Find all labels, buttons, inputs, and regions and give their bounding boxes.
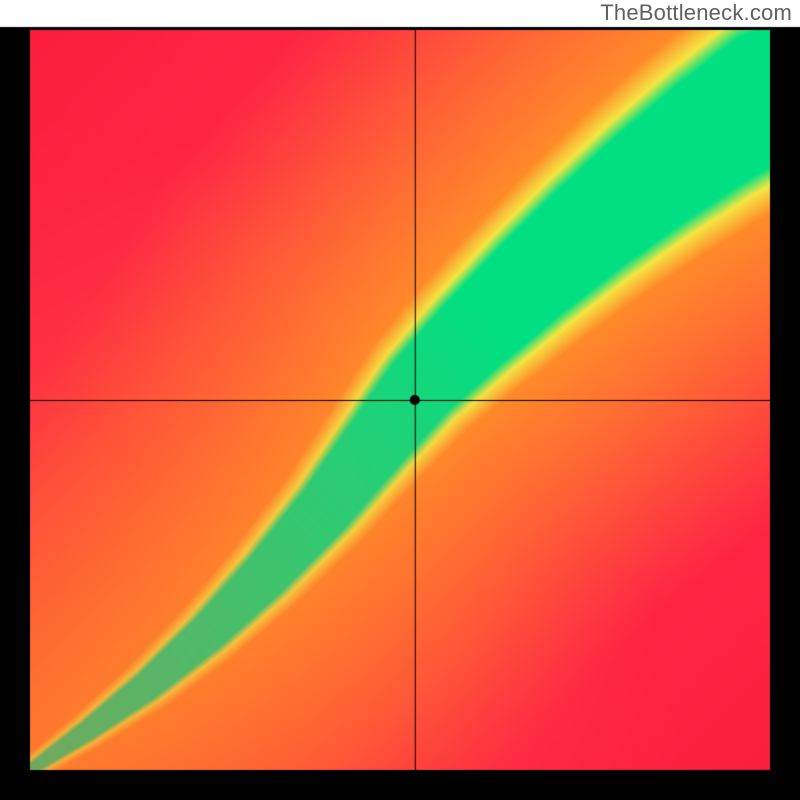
chart-root: { "watermark": { "text": "TheBottleneck.…: [0, 0, 800, 800]
bottleneck-heatmap: [0, 0, 800, 800]
watermark-text: TheBottleneck.com: [600, 0, 792, 26]
